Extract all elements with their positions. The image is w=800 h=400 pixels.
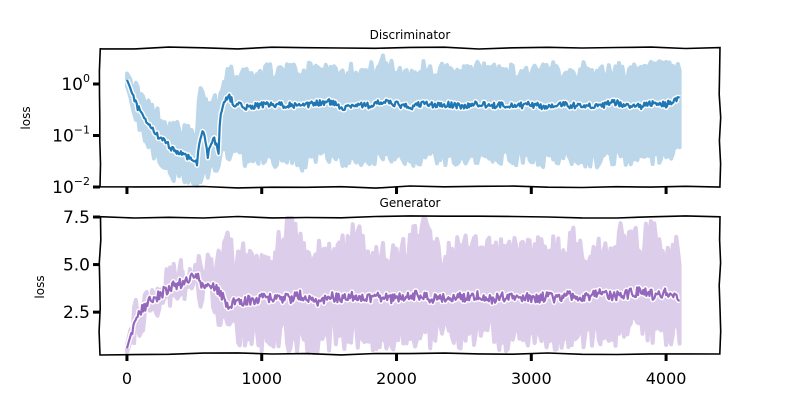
ytick-base: 10 <box>52 178 74 198</box>
generator-range-band <box>125 216 682 355</box>
ytick-exponent: −2 <box>74 175 90 188</box>
generator-band-layer <box>125 216 682 355</box>
discriminator-line-layer <box>124 78 681 168</box>
generator-xticks: 0 1000 2000 3000 4000 <box>122 354 687 388</box>
generator-ytick-label: 5.0 <box>63 256 90 276</box>
generator-xtick-label: 3000 <box>511 369 552 388</box>
generator-line-layer <box>124 271 681 349</box>
generator-ytick-label: 2.5 <box>63 303 90 323</box>
generator-xtick-label: 4000 <box>646 369 687 388</box>
discriminator-xticks <box>125 187 668 194</box>
generator-ytick-label: 7.5 <box>63 208 90 228</box>
discriminator-ytick-label: 10−2 <box>52 175 90 198</box>
discriminator-title: Discriminator <box>370 28 451 42</box>
discriminator-mean-line <box>125 79 681 167</box>
discriminator-ylabel: loss <box>19 106 33 129</box>
generator-title: Generator <box>380 196 441 210</box>
generator-ylabel: loss <box>33 275 47 298</box>
discriminator-range-band <box>125 53 682 188</box>
discriminator-band-layer <box>125 53 682 188</box>
ytick-exponent: 0 <box>83 72 90 85</box>
generator-xtick-label: 1000 <box>241 369 282 388</box>
generator-panel: Generator 2.5 5.0 7.5 0 1000 2000 3000 4000 lo… <box>33 196 722 388</box>
generator-mean-line <box>125 272 680 349</box>
discriminator-ytick-label: 10−1 <box>52 123 90 146</box>
generator-frame <box>98 215 722 356</box>
discriminator-frame <box>98 46 722 189</box>
ytick-base: 10 <box>61 75 83 95</box>
discriminator-ytick-label: 100 <box>61 72 90 95</box>
generator-xtick-label: 0 <box>122 369 132 388</box>
ytick-base: 10 <box>52 126 74 146</box>
generator-xtick-label: 2000 <box>376 369 417 388</box>
ytick-exponent: −1 <box>74 123 90 136</box>
generator-yticks: 2.5 5.0 7.5 <box>63 208 100 323</box>
